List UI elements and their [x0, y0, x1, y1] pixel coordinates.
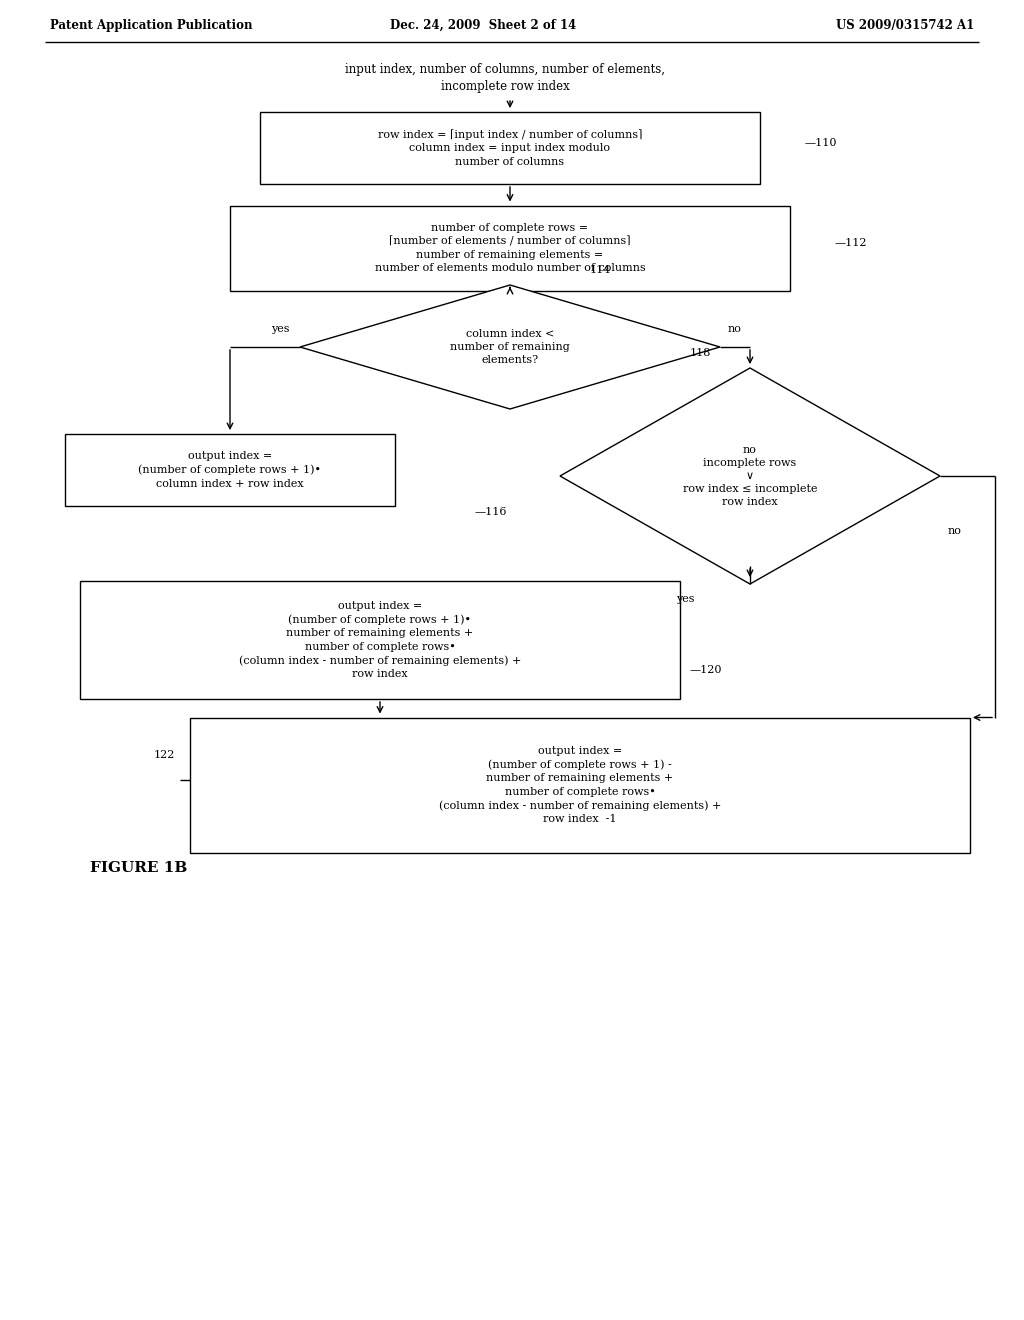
- Text: Dec. 24, 2009  Sheet 2 of 14: Dec. 24, 2009 Sheet 2 of 14: [390, 18, 577, 32]
- Polygon shape: [560, 368, 940, 583]
- Text: yes: yes: [677, 594, 695, 605]
- Text: yes: yes: [271, 323, 290, 334]
- Polygon shape: [300, 285, 720, 409]
- Text: no: no: [728, 323, 741, 334]
- Bar: [260, 112, 760, 183]
- Text: US 2009/0315742 A1: US 2009/0315742 A1: [836, 18, 974, 32]
- Text: —110: —110: [805, 139, 838, 148]
- Bar: [230, 206, 790, 290]
- Text: FIGURE 1B: FIGURE 1B: [90, 861, 187, 875]
- Text: number of complete rows =
⌈number of elements / number of columns⌉
number of rem: number of complete rows = ⌈number of ele…: [375, 223, 645, 273]
- Text: no: no: [948, 525, 962, 536]
- Text: output index =
(number of complete rows + 1)•
number of remaining elements +
num: output index = (number of complete rows …: [239, 601, 521, 678]
- Bar: [65, 434, 395, 506]
- Bar: [80, 581, 680, 700]
- Bar: [190, 718, 970, 853]
- Text: column index <
number of remaining
elements?: column index < number of remaining eleme…: [451, 329, 570, 366]
- Text: —112: —112: [835, 238, 867, 248]
- Text: 122: 122: [154, 750, 175, 760]
- Text: 114: 114: [590, 265, 611, 275]
- Text: no
incomplete rows
∨
row index ≤ incomplete
row index: no incomplete rows ∨ row index ≤ incompl…: [683, 445, 817, 507]
- Text: row index = ⌈input index / number of columns⌉
column index = input index modulo
: row index = ⌈input index / number of col…: [378, 129, 642, 166]
- Text: output index =
(number of complete rows + 1) -
number of remaining elements +
nu: output index = (number of complete rows …: [439, 746, 721, 824]
- Text: Patent Application Publication: Patent Application Publication: [50, 18, 253, 32]
- Text: 118: 118: [690, 348, 712, 358]
- Text: —116: —116: [475, 507, 508, 517]
- Text: —120: —120: [690, 665, 723, 675]
- Text: output index =
(number of complete rows + 1)•
column index + row index: output index = (number of complete rows …: [138, 451, 322, 488]
- Text: input index, number of columns, number of elements,
incomplete row index: input index, number of columns, number o…: [345, 63, 665, 92]
